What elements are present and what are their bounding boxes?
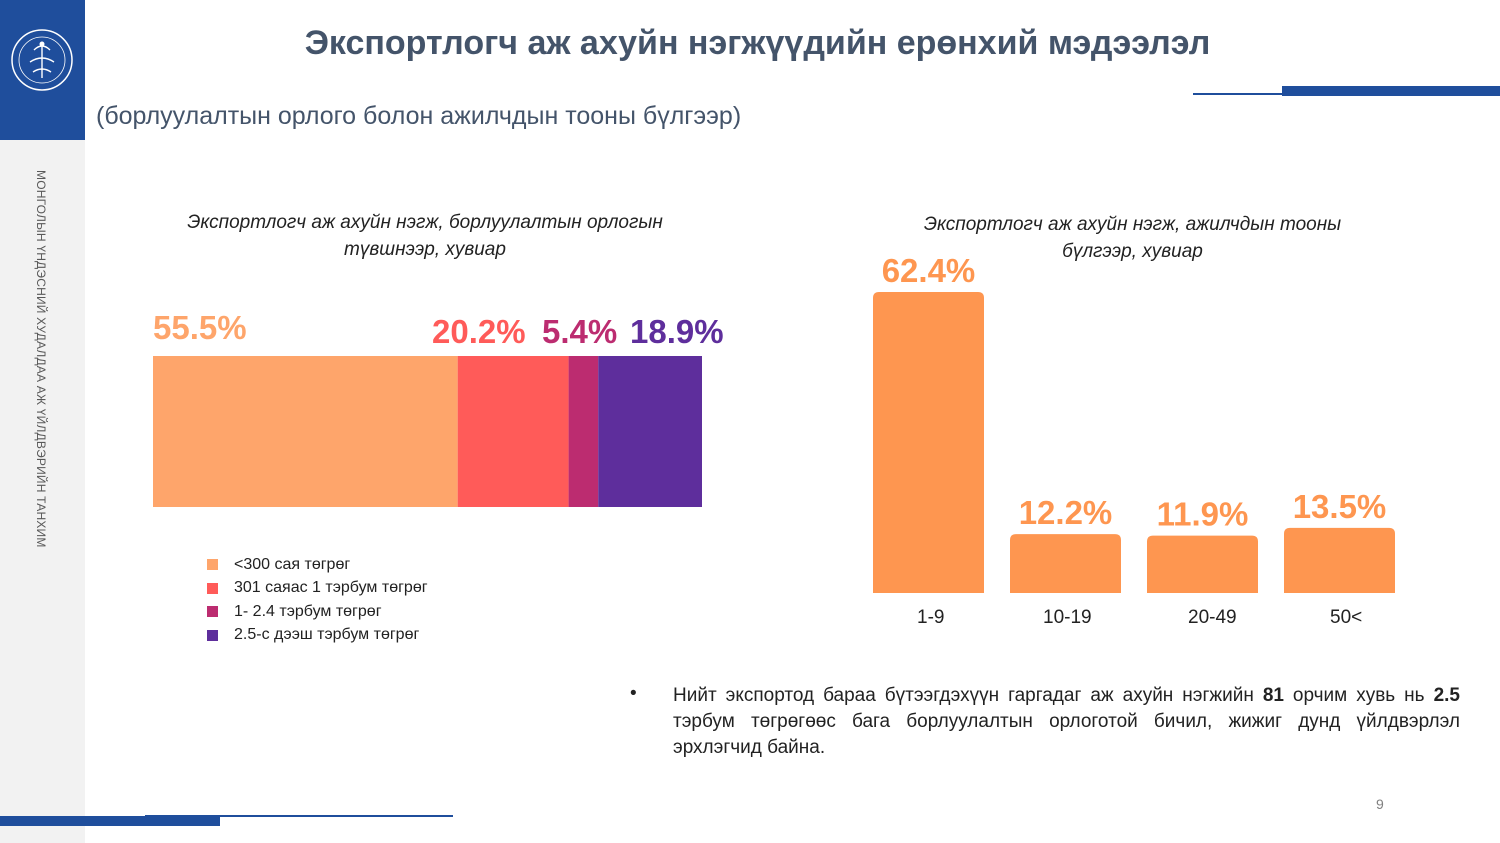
bar-segment bbox=[153, 356, 458, 507]
chart1-title: Экспортлогч аж ахуйн нэгж, борлуулалтын … bbox=[187, 212, 663, 260]
data-label: 12.2% bbox=[1019, 494, 1113, 531]
legend-swatch bbox=[207, 629, 218, 641]
legend-item: 1- 2.4 тэрбум төгрөг bbox=[207, 600, 428, 624]
data-label: 20.2% bbox=[432, 313, 526, 350]
legend-swatch bbox=[207, 559, 218, 571]
bar-segment bbox=[457, 356, 569, 507]
footer-line bbox=[145, 815, 453, 817]
summary-bullet: • Нийт экспортод бараа бүтээгдэхүүн гарг… bbox=[630, 683, 1460, 761]
chamber-logo-icon bbox=[11, 29, 73, 91]
data-label: 55.5% bbox=[153, 309, 247, 346]
x-tick-label: 1-9 bbox=[917, 607, 944, 628]
bar-segment bbox=[568, 356, 599, 507]
legend-item: <300 сая төгрөг bbox=[207, 553, 428, 577]
legend-item: 301 саяас 1 тэрбум төгрөг bbox=[207, 577, 428, 601]
x-tick-label: 50< bbox=[1330, 607, 1362, 628]
page-subtitle: (борлуулалтын орлого болон ажилчдын тоон… bbox=[96, 102, 742, 130]
legend-label: 301 саяас 1 тэрбум төгрөг bbox=[234, 579, 428, 597]
legend-label: <300 сая төгрөг bbox=[234, 555, 351, 573]
data-label: 11.9% bbox=[1157, 496, 1249, 533]
x-tick-label: 10-19 bbox=[1043, 607, 1092, 628]
legend-item: 2.5-с дээш тэрбум төгрөг bbox=[207, 624, 428, 648]
legend-label: 2.5-с дээш тэрбум төгрөг bbox=[234, 626, 420, 644]
legend-label: 1- 2.4 тэрбум төгрөг bbox=[234, 602, 382, 620]
bar-segment bbox=[598, 356, 702, 507]
header-accent-bar bbox=[1282, 86, 1500, 96]
x-tick-label: 20-49 bbox=[1188, 607, 1237, 628]
chart1-legend: <300 сая төгрөг 301 саяас 1 тэрбум төгрө… bbox=[207, 553, 428, 647]
sidebar: МОНГОЛЫН ҮНДЭСНИЙ ХУДАЛДАА АЖ ҮЙЛДВЭРИЙН… bbox=[0, 0, 85, 843]
page-number: 9 bbox=[1376, 796, 1384, 812]
logo-panel bbox=[0, 0, 85, 140]
page-title: Экспортлогч аж ахуйн нэгжүүдийн ерөнхий … bbox=[304, 24, 1211, 62]
bar bbox=[1010, 534, 1121, 593]
bar bbox=[1284, 527, 1395, 593]
legend-swatch bbox=[207, 606, 218, 618]
footer-bar bbox=[0, 816, 220, 826]
organization-label: МОНГОЛЫН ҮНДЭСНИЙ ХУДАЛДАА АЖ ҮЙЛДВЭРИЙН… bbox=[34, 170, 48, 548]
legend-swatch bbox=[207, 582, 218, 594]
summary-text: Нийт экспортод бараа бүтээгдэхүүн гаргад… bbox=[673, 685, 1460, 758]
data-label: 18.9% bbox=[630, 313, 724, 350]
bullet-dot: • bbox=[630, 683, 637, 704]
bar bbox=[1147, 535, 1258, 593]
chart2-title: Экспортлогч аж ахуйн нэгж, ажилчдын тоон… bbox=[923, 214, 1342, 262]
data-label: 5.4% bbox=[542, 313, 617, 350]
data-label: 13.5% bbox=[1293, 488, 1387, 525]
bar bbox=[873, 292, 984, 593]
data-label: 62.4% bbox=[882, 252, 976, 289]
